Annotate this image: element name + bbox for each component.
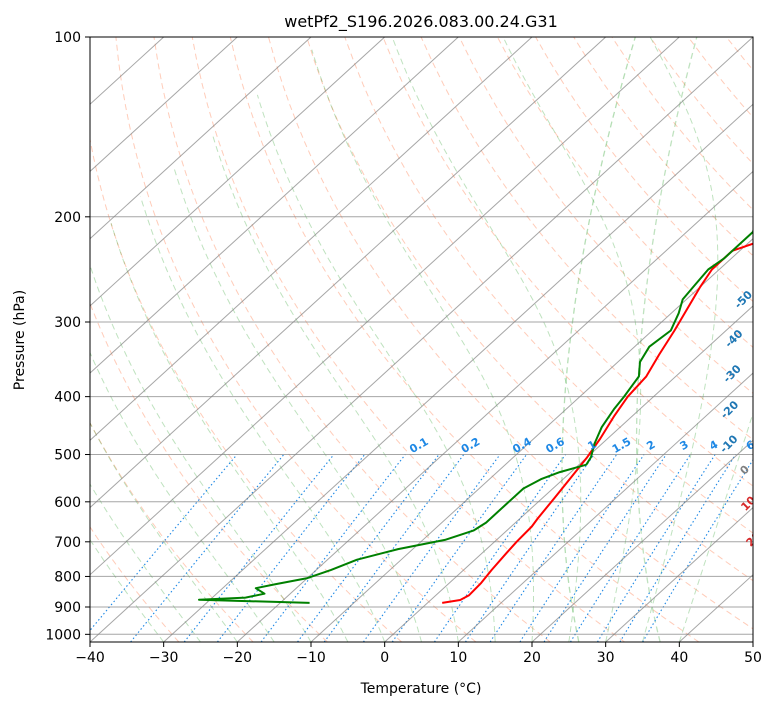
moist-adiabat <box>90 538 165 642</box>
chart-title: wetPf2_S196.2026.083.00.24.G31 <box>284 12 558 32</box>
moist-adiabat <box>110 223 349 642</box>
dry-adiabat <box>90 302 328 642</box>
moist-adiabat <box>140 196 386 642</box>
x-tick-label: 50 <box>744 650 762 666</box>
dry-adiabat <box>115 37 477 642</box>
isotherm <box>90 37 312 240</box>
mixing-ratio-line <box>464 454 595 642</box>
moist-adiabat <box>502 37 642 642</box>
curved-guide-line <box>635 37 698 642</box>
mixing-ratio-line <box>569 454 691 642</box>
y-tick-label: 100 <box>54 30 81 46</box>
isotherm <box>90 37 386 307</box>
mixing-ratio-line <box>90 454 238 632</box>
isotherm <box>531 439 753 642</box>
dry-adiabat <box>458 37 753 394</box>
dry-adiabat <box>90 421 254 642</box>
mixing-ratio-line <box>323 454 465 642</box>
dry-adiabat <box>229 37 700 642</box>
y-tick-label: 700 <box>54 535 81 551</box>
moist-adiabat <box>678 411 753 642</box>
x-tick-label: 0 <box>380 650 389 666</box>
x-tick-label: 30 <box>597 650 615 666</box>
dry-adiabat <box>153 37 551 642</box>
dry-adiabat <box>306 37 753 582</box>
isotherm <box>384 305 753 642</box>
x-tick-label: −40 <box>75 650 105 666</box>
y-tick-label: 400 <box>54 390 81 406</box>
dry-adiabat <box>420 37 753 441</box>
dry-adiabat-label: -60 <box>750 241 773 264</box>
y-tick-label: 900 <box>54 600 81 616</box>
mixing-ratio-line <box>362 454 501 642</box>
dry-adiabat <box>344 37 753 534</box>
dry-adiabat <box>382 37 753 487</box>
y-tick-label: 800 <box>54 569 81 585</box>
y-axis: 100 200 300 400 500 600 700 800 900 1000 <box>45 30 90 643</box>
moist-adiabat <box>173 166 422 642</box>
isotherm <box>90 37 680 576</box>
dry-adiabat <box>535 37 753 303</box>
isotherm <box>605 506 753 642</box>
x-axis-label: Temperature (°C) <box>360 681 482 697</box>
moist-adiabat <box>90 483 201 642</box>
mixing-ratio-lines <box>90 454 753 642</box>
moist-adiabat-label: 20 <box>744 529 764 549</box>
isotherm <box>310 237 753 642</box>
mixing-ratio-line <box>391 454 528 642</box>
moist-adiabat <box>90 421 238 642</box>
mixing-ratio-line <box>543 454 667 642</box>
x-tick-label: −30 <box>149 650 179 666</box>
isotherm <box>163 103 753 642</box>
mixing-ratio-line <box>260 454 406 642</box>
moist-adiabat <box>642 37 719 642</box>
dewpoint-profile-line <box>198 214 753 604</box>
y-axis-label: Pressure (hPa) <box>12 290 28 390</box>
mixing-ratio-line <box>519 454 645 642</box>
y-tick-label: 500 <box>54 448 81 464</box>
moist-adiabat <box>256 94 496 642</box>
x-tick-label: −10 <box>296 650 326 666</box>
curved-guide-line <box>561 37 636 642</box>
isotherm <box>90 37 753 642</box>
isotherm <box>90 37 607 509</box>
isotherm <box>236 170 753 642</box>
y-tick-label: 300 <box>54 315 81 331</box>
plot-frame <box>89 36 754 643</box>
temperature-profile-line <box>442 242 753 604</box>
x-axis: −40 −30 −20 −10 0 10 20 30 40 50 <box>75 642 762 666</box>
x-tick-label: 20 <box>523 650 541 666</box>
isotherm <box>90 37 238 173</box>
mixing-ratio-line <box>216 454 366 642</box>
moist-adiabats <box>90 37 753 642</box>
y-tick-label: 600 <box>54 495 81 511</box>
dry-adiabat <box>496 37 753 348</box>
isobars <box>90 37 753 635</box>
x-tick-label: 10 <box>449 650 467 666</box>
mixing-ratio-line <box>297 454 440 642</box>
isotherm <box>457 372 753 642</box>
x-tick-label: 40 <box>670 650 688 666</box>
isotherm <box>90 37 533 442</box>
dry-adiabat <box>90 526 180 642</box>
dry-adiabat <box>191 37 625 642</box>
mixing-ratio-line <box>433 454 566 642</box>
plot-area: 0.10.20.40.611.52346810131620253036-100-… <box>90 37 773 642</box>
mixing-ratio-label: 6 <box>744 438 757 453</box>
dry-adiabat <box>268 37 753 630</box>
y-tick-label: 200 <box>54 210 81 226</box>
isotherm <box>90 37 459 374</box>
mixing-ratio-line <box>489 454 618 642</box>
x-tick-label: −20 <box>223 650 253 666</box>
profile-series <box>198 214 753 604</box>
y-tick-label: 1000 <box>45 627 81 643</box>
moist-adiabat <box>391 37 582 642</box>
isotherms <box>90 37 753 642</box>
